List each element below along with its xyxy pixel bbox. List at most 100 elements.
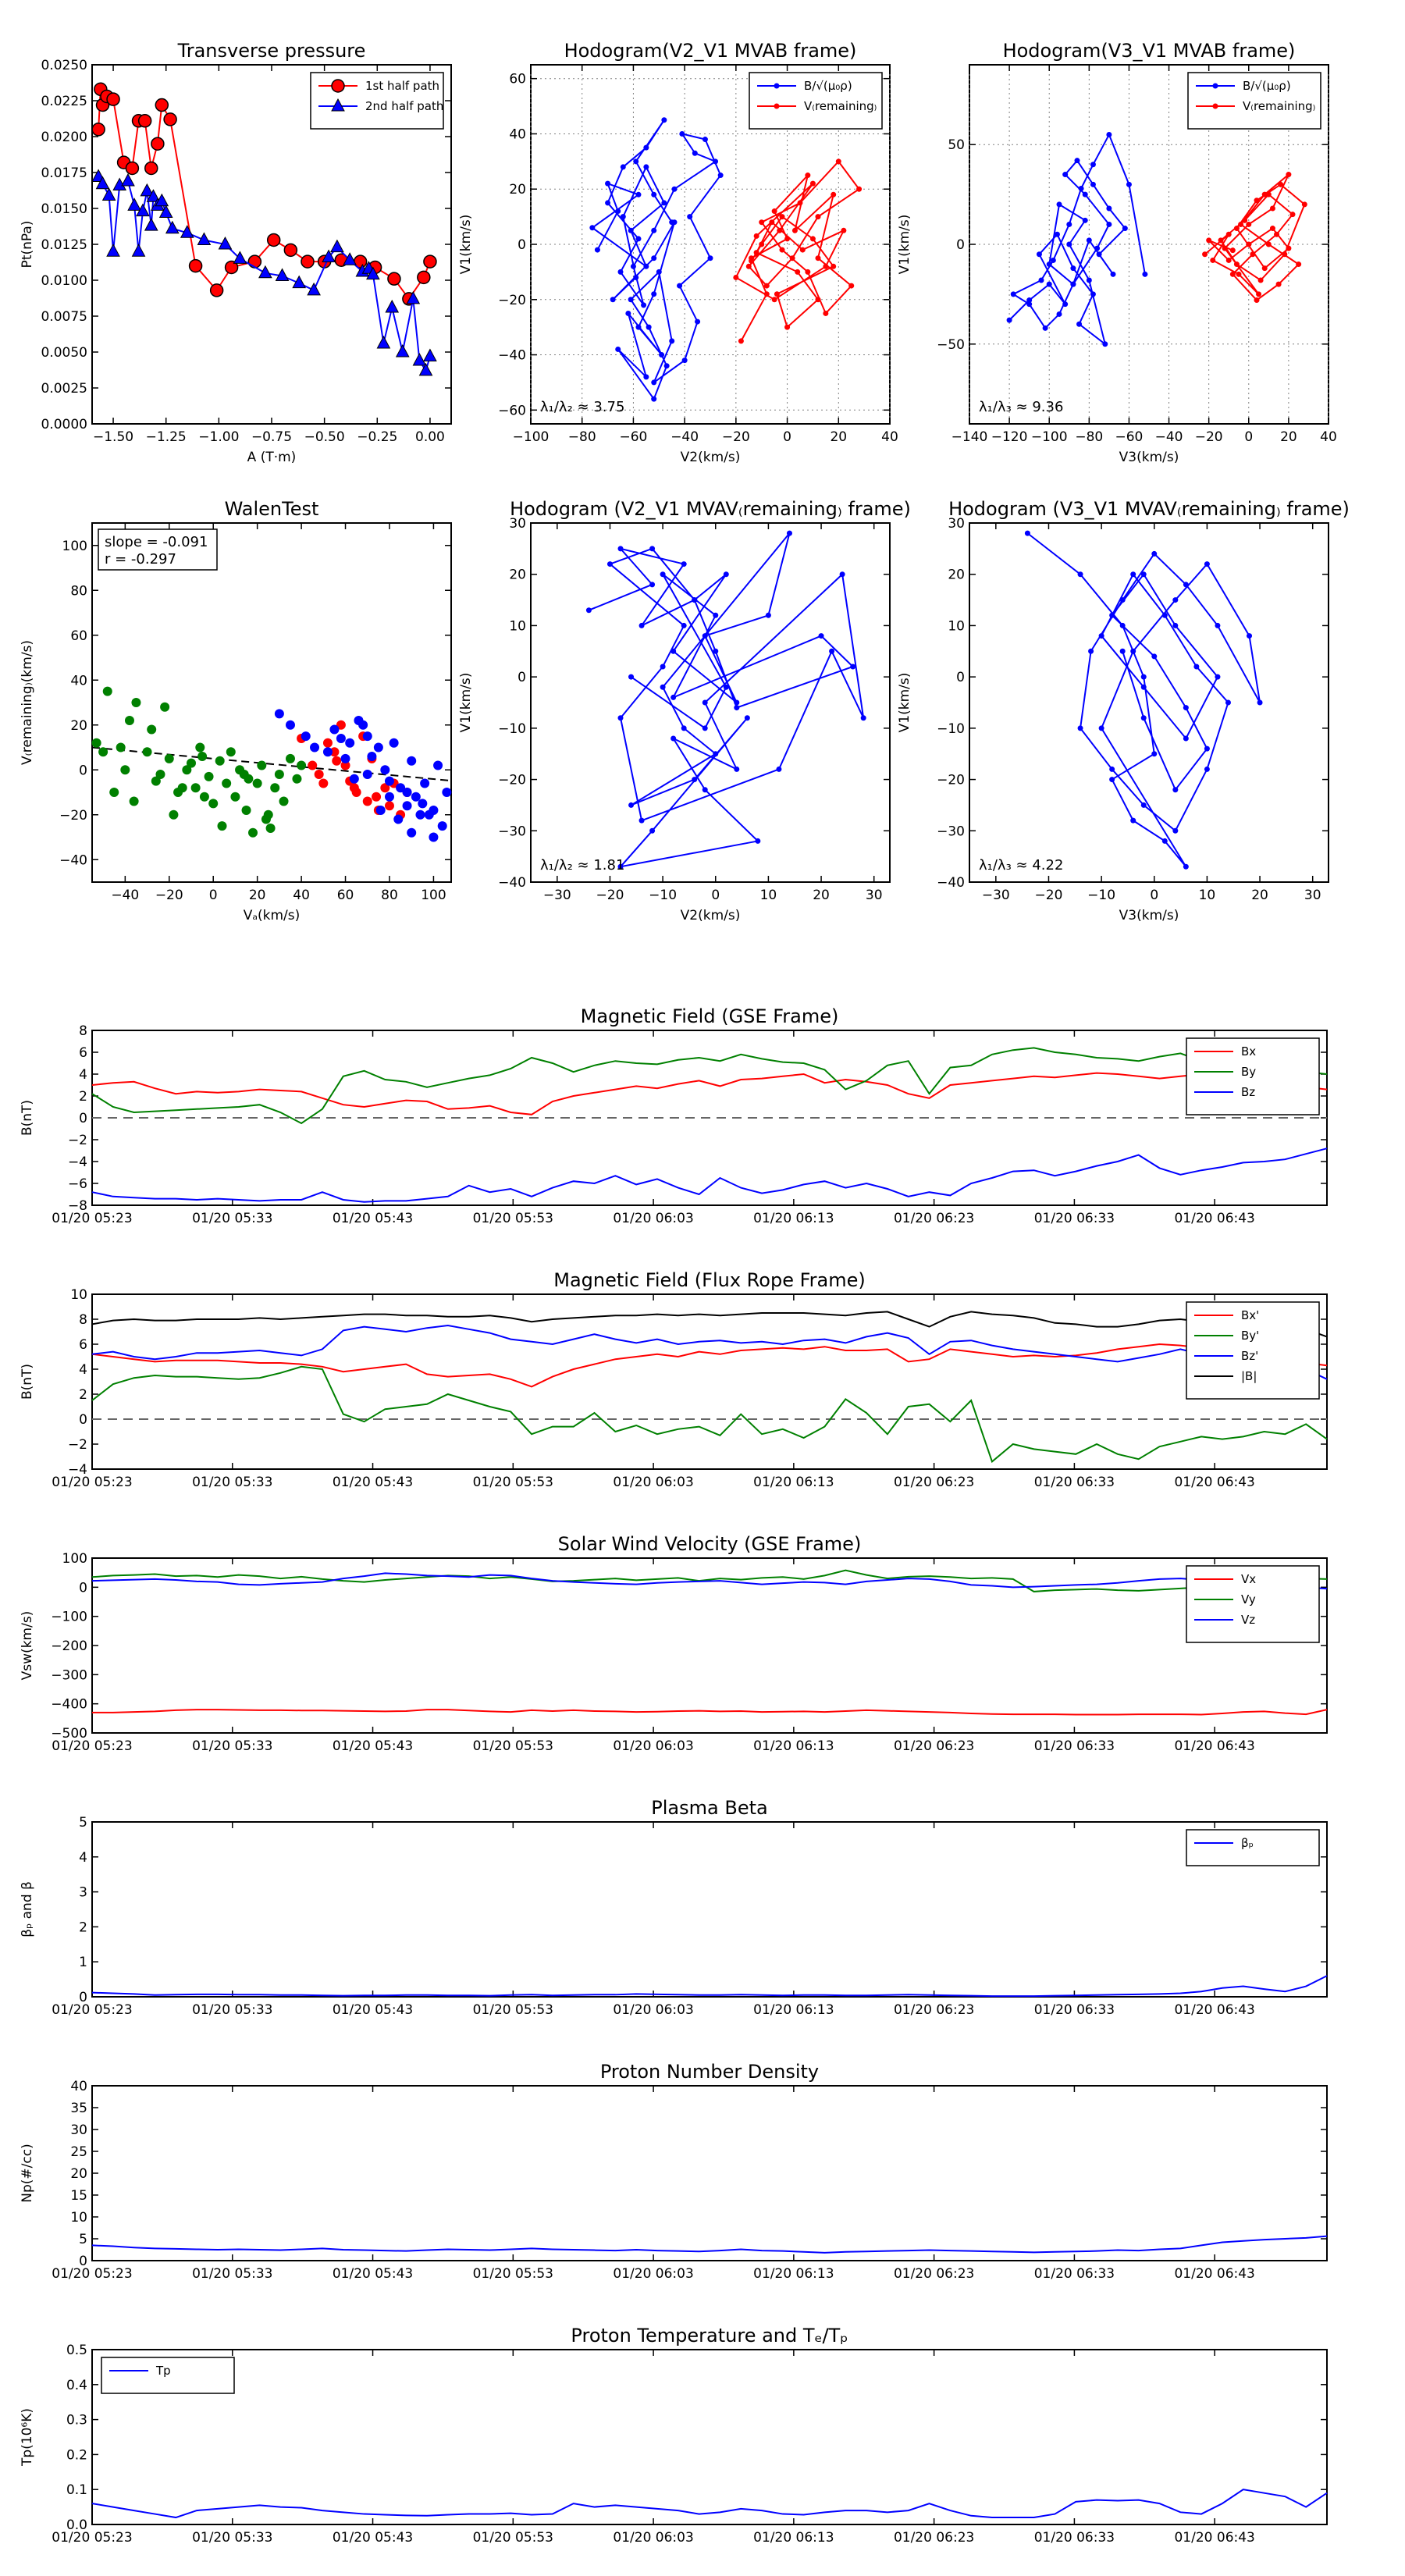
data-point: [777, 227, 783, 233]
x-tick-label: 01/20 06:23: [894, 1738, 974, 1754]
data-point: [660, 664, 666, 670]
x-tick-label: 30: [1304, 888, 1321, 903]
x-tick-label: 0.00: [415, 429, 445, 445]
data-point: [661, 200, 667, 206]
data-point: [1142, 271, 1148, 277]
data-point: [151, 776, 161, 786]
data-point: [340, 760, 350, 770]
legend-box: [1187, 72, 1321, 130]
stats-line: slope = -0.091: [105, 534, 208, 550]
data-point: [372, 792, 382, 802]
y-tick-label: 20: [509, 568, 526, 583]
y-tick-label: 0.0200: [41, 130, 87, 145]
data-point: [1261, 191, 1268, 197]
data-point: [733, 274, 739, 280]
data-point: [829, 648, 835, 654]
legend-box: [101, 2357, 235, 2394]
data-point: [1130, 817, 1136, 824]
data-point: [329, 724, 340, 735]
x-tick-label: 01/20 05:43: [333, 2266, 413, 2282]
data-point: [144, 161, 158, 176]
series-line-By': [91, 1365, 1328, 1464]
legend-box: [1186, 1829, 1320, 1866]
data-point: [1225, 231, 1232, 237]
data-point: [850, 664, 856, 670]
data-point: [610, 297, 616, 303]
chart-title: Hodogram(V3_V1 MVAB frame): [1003, 40, 1296, 62]
data-point: [831, 263, 837, 269]
data-point: [1215, 622, 1221, 628]
data-point: [1106, 205, 1112, 212]
y-tick-label: 30: [948, 516, 965, 532]
data-point: [415, 809, 425, 820]
data-point: [285, 720, 295, 730]
legend-box: [1186, 1301, 1320, 1400]
x-tick-label: 40: [881, 429, 898, 445]
data-point: [1183, 705, 1189, 711]
chart-ts_tp: Proton Temperature and Tₑ/Tₚ 0.0 0.1 0.2 0.3…: [20, 2325, 1328, 2546]
data-point: [222, 778, 232, 788]
x-tick-label: 01/20 05:33: [192, 2530, 272, 2546]
data-point: [297, 760, 307, 770]
y-tick-label: −4: [68, 1155, 87, 1170]
y-tick-label: −60: [498, 403, 526, 418]
data-point: [661, 117, 667, 123]
x-tick-label: 40: [293, 888, 310, 903]
fit-line: [91, 746, 452, 782]
data-point: [649, 582, 656, 588]
data-point: [818, 633, 824, 639]
data-point: [681, 622, 687, 628]
data-point: [131, 244, 146, 257]
data-point: [1090, 291, 1096, 297]
legend-label: Vx: [1241, 1572, 1256, 1586]
data-point: [384, 776, 394, 786]
y-tick-label: −50: [937, 337, 965, 353]
y-tick-label: 10: [948, 618, 965, 634]
data-point: [734, 766, 740, 772]
y-axis-label: Pt(nPa): [20, 221, 35, 269]
x-tick-label: 01/20 06:13: [753, 2002, 834, 2018]
data-point: [367, 752, 377, 761]
data-point: [345, 738, 355, 748]
data-point: [670, 694, 677, 700]
legend-label: B/√(μ₀ρ): [804, 79, 852, 93]
series-line-Bx: [91, 1072, 1328, 1115]
data-point: [651, 255, 657, 262]
data-point: [218, 236, 233, 250]
x-tick-label: 40: [1320, 429, 1337, 445]
data-point: [1229, 271, 1236, 277]
data-point: [1106, 221, 1112, 227]
data-point: [646, 324, 652, 330]
x-tick-label: 0: [209, 888, 218, 903]
x-tick-label: 60: [337, 888, 354, 903]
data-point: [301, 731, 311, 742]
data-point: [160, 702, 170, 712]
data-point: [407, 827, 417, 838]
data-point: [723, 684, 729, 690]
data-point: [1119, 648, 1126, 654]
data-point: [670, 735, 677, 742]
chart-title: Plasma Beta: [651, 1797, 767, 1819]
y-tick-label: −30: [498, 824, 526, 839]
y-tick-label: 0.2: [66, 2447, 87, 2463]
x-tick-label: 01/20 05:53: [473, 2002, 553, 2018]
data-point: [1269, 205, 1275, 212]
data-point: [1086, 237, 1092, 244]
data-point: [713, 612, 719, 618]
data-point: [1204, 561, 1210, 568]
y-tick-label: 0: [518, 670, 526, 685]
data-point: [140, 183, 155, 197]
data-point: [373, 742, 383, 753]
x-tick-label: −60: [619, 429, 647, 445]
data-point: [759, 219, 765, 226]
data-point: [274, 709, 284, 719]
data-point: [155, 770, 165, 779]
y-tick-label: 0.3: [66, 2413, 87, 2428]
series-line: [1026, 532, 1261, 867]
data-point: [1094, 245, 1101, 251]
data-point: [411, 792, 421, 802]
x-tick-label: 01/20 05:33: [192, 1211, 272, 1226]
data-point: [406, 290, 421, 304]
data-point: [385, 299, 400, 313]
